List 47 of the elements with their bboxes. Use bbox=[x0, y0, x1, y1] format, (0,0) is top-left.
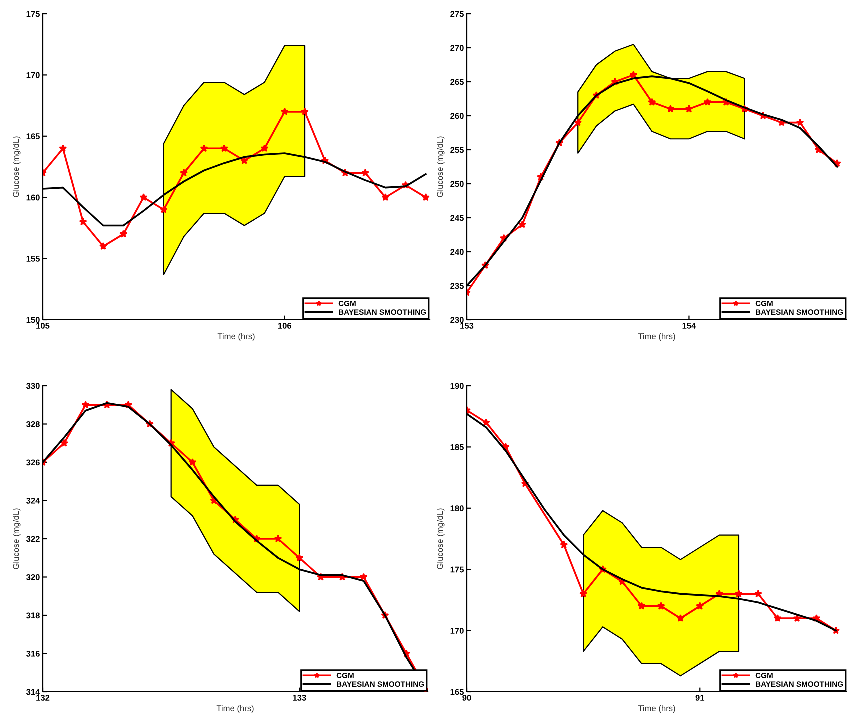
y-tick-label: 165 bbox=[26, 134, 40, 140]
x-axis-title: Time (hrs) bbox=[218, 333, 255, 342]
x-tick-label: 105 bbox=[36, 323, 50, 329]
x-tick-label: 154 bbox=[682, 323, 696, 329]
y-tick-label: 155 bbox=[26, 256, 40, 262]
y-tick-label: 250 bbox=[450, 181, 464, 188]
y-tick-label: 316 bbox=[26, 650, 40, 657]
y-tick-label: 255 bbox=[450, 147, 464, 154]
y-tick-label: 180 bbox=[450, 506, 464, 512]
y-tick-label: 330 bbox=[26, 383, 40, 390]
y-axis-title: Glucose (mg/dL) bbox=[436, 508, 445, 570]
y-tick-label: 260 bbox=[450, 113, 464, 120]
y-tick-label: 170 bbox=[450, 628, 464, 634]
y-axis-title: Glucose (mg/dL) bbox=[12, 136, 21, 198]
y-tick-label: 235 bbox=[450, 283, 464, 290]
x-axis-title: Time (hrs) bbox=[638, 333, 676, 342]
y-tick-label: 318 bbox=[26, 612, 40, 619]
y-tick-label: 322 bbox=[26, 536, 40, 542]
y-axis-title: Glucose (mg/dL) bbox=[436, 136, 445, 198]
y-tick-label: 275 bbox=[450, 11, 464, 18]
y-tick-label: 320 bbox=[26, 574, 40, 580]
y-tick-label: 170 bbox=[26, 72, 40, 78]
y-tick-label: 314 bbox=[26, 689, 40, 696]
y-tick-label: 328 bbox=[26, 421, 40, 428]
y-tick-label: 175 bbox=[450, 566, 464, 573]
y-tick-label: 160 bbox=[26, 194, 40, 201]
x-tick-label: 90 bbox=[462, 695, 472, 701]
x-tick-label: 106 bbox=[278, 323, 292, 329]
y-tick-label: 270 bbox=[450, 45, 464, 52]
y-tick-label: 245 bbox=[450, 215, 464, 222]
y-axis-title: Glucose (mg/dL) bbox=[12, 508, 21, 570]
y-tick-label: 190 bbox=[450, 383, 464, 390]
y-tick-label: 185 bbox=[450, 444, 464, 450]
y-tick-label: 240 bbox=[450, 249, 464, 256]
y-tick-label: 150 bbox=[26, 317, 40, 324]
y-tick-label: 324 bbox=[26, 498, 40, 504]
x-tick-label: 153 bbox=[460, 323, 474, 329]
y-tick-label: 230 bbox=[450, 317, 464, 324]
x-axis-title: Time (hrs) bbox=[638, 705, 676, 714]
x-tick-label: 133 bbox=[293, 695, 306, 701]
x-axis-title: Time (hrs) bbox=[216, 705, 254, 714]
x-tick-label: 132 bbox=[36, 695, 50, 701]
y-tick-label: 265 bbox=[450, 79, 464, 86]
x-tick-label: 91 bbox=[696, 695, 705, 701]
y-tick-label: 326 bbox=[26, 460, 40, 466]
y-tick-label: 165 bbox=[450, 689, 464, 696]
y-tick-label: 175 bbox=[26, 11, 40, 18]
